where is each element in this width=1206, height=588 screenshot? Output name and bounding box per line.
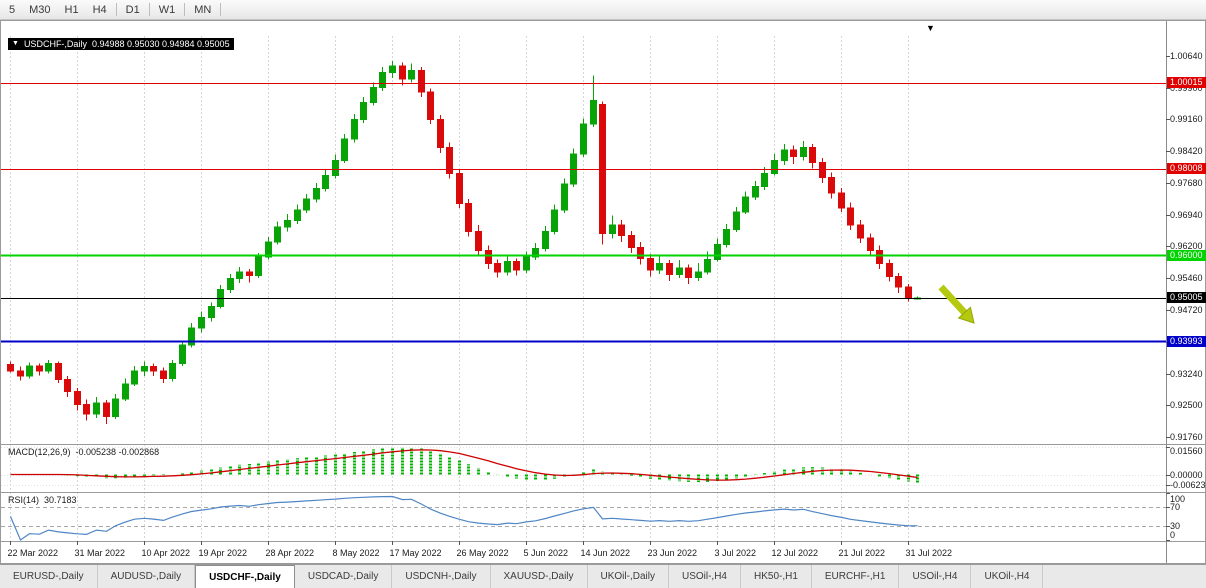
date-axis-label: 31 Mar 2022 [74,548,126,558]
macd-indicator-label: MACD(12,26,9) -0.005238 -0.002868 [8,447,159,457]
symbol-tabbar: EURUSD-,Daily AUDUSD-,Daily USDCHF-,Daily U… [0,564,1206,588]
price-badge: 0.96000 [1167,249,1206,261]
toolbar-separator [148,3,150,16]
price-axis-label: 0.96940 [1170,209,1203,220]
tab-ukoil-h4[interactable]: UKOil-,H4 [971,565,1044,588]
tab-usdchf-daily[interactable]: USDCHF-,Daily [195,565,295,588]
rsi-axis-label: 0 [1170,530,1176,540]
price-badge: 1.00015 [1167,77,1206,89]
rsi-value: 30.7183 [44,495,77,505]
tab-hk50-h1[interactable]: HK50-,H1 [741,565,812,588]
macd-axis-label: 0.00000 [1170,469,1203,480]
price-axis-label: 0.98420 [1170,146,1203,157]
chart-window [0,20,1206,564]
tab-usoil-h4[interactable]: USOil-,H4 [899,565,972,588]
tab-usdcnh-daily[interactable]: USDCNH-,Daily [392,565,491,588]
rsi-axis-label: 100 [1170,494,1186,504]
date-axis-label: 10 Apr 2022 [141,548,191,558]
price-axis-label: 0.91760 [1170,432,1203,443]
macd-name: MACD(12,26,9) [8,447,71,457]
rsi-name: RSI(14) [8,495,40,505]
date-axis-label: 5 Jun 2022 [523,548,569,558]
toolbar-separator [220,3,222,16]
date-axis-label: 12 Jul 2022 [771,548,819,558]
price-axis-label: 0.96200 [1170,241,1203,252]
timeframe-button-h4[interactable]: H4 [92,3,107,16]
date-axis-label: 31 Jul 2022 [905,548,953,558]
dropdown-arrow-icon: ▼ [12,40,19,47]
date-axis-label: 22 Mar 2022 [7,548,59,558]
price-axis-label: 0.97680 [1170,177,1203,188]
timeframe-button-m30[interactable]: M30 [29,3,51,16]
macd-axis-label: -0.00623 [1170,480,1206,491]
tab-eurusd-daily[interactable]: EURUSD-,Daily [0,565,98,588]
price-axis-label: 0.95460 [1170,273,1203,284]
price-axis-label: 0.94720 [1170,305,1203,315]
tab-ukoil-daily[interactable]: UKOil-,Daily [588,565,669,588]
quote-ohlc: 0.94988 0.95030 0.94984 0.95005 [91,39,230,49]
symbol-quote-box[interactable]: ▼ USDCHF-,Daily 0.94988 0.95030 0.94984 … [8,38,234,50]
date-axis-label: 23 Jun 2022 [647,548,698,558]
tab-usoil-h4[interactable]: USOil-,H4 [669,565,741,588]
date-axis-label: 21 Jul 2022 [838,548,886,558]
tab-eurchf-h1[interactable]: EURCHF-,H1 [812,565,900,588]
price-badge: 0.98008 [1167,163,1206,175]
timeframe-button-h1[interactable]: H1 [64,3,79,16]
tab-xauusd-daily[interactable]: XAUUSD-,Daily [491,565,588,588]
tab-audusd-daily[interactable]: AUDUSD-,Daily [98,565,196,588]
macd-values: -0.005238 -0.002868 [75,447,160,457]
price-axis-label: 0.99160 [1170,114,1203,125]
price-axis-label: 0.93240 [1170,368,1203,379]
price-axis-label: 1.00640 [1170,50,1203,61]
rsi-axis-label: 70 [1170,502,1181,513]
price-badge: 0.93993 [1167,335,1206,347]
price-badge: 0.95005 [1167,292,1206,304]
timeframe-button-mn[interactable]: MN [194,3,212,16]
timeframe-button-w1[interactable]: W1 [158,3,176,16]
chart-shift-marker-icon[interactable]: ▼ [926,23,935,33]
macd-axis-label: 0.01560 [1170,446,1203,456]
symbol-label: USDCHF-,Daily [23,39,87,49]
date-axis-label: 17 May 2022 [389,548,442,558]
timeframe-button-d1[interactable]: D1 [125,3,140,16]
toolbar-separator [115,3,117,16]
timeframe-toolbar: 5 M30 H1 H4 D1 W1 MN [0,0,1206,20]
date-axis-label: 28 Apr 2022 [265,548,315,558]
tab-usdcad-daily[interactable]: USDCAD-,Daily [295,565,393,588]
price-axis-label: 0.92500 [1170,400,1203,411]
date-axis-label: 14 Jun 2022 [580,548,631,558]
rsi-axis-label: 30 [1170,520,1181,531]
date-axis-label: 8 May 2022 [332,548,380,558]
date-axis-label: 3 Jul 2022 [714,548,757,558]
date-axis-label: 26 May 2022 [456,548,509,558]
date-axis-label: 19 Apr 2022 [198,548,248,558]
rsi-indicator-label: RSI(14) 30.7183 [8,495,77,505]
toolbar-separator [184,3,186,16]
timeframe-button-5[interactable]: 5 [9,3,16,16]
